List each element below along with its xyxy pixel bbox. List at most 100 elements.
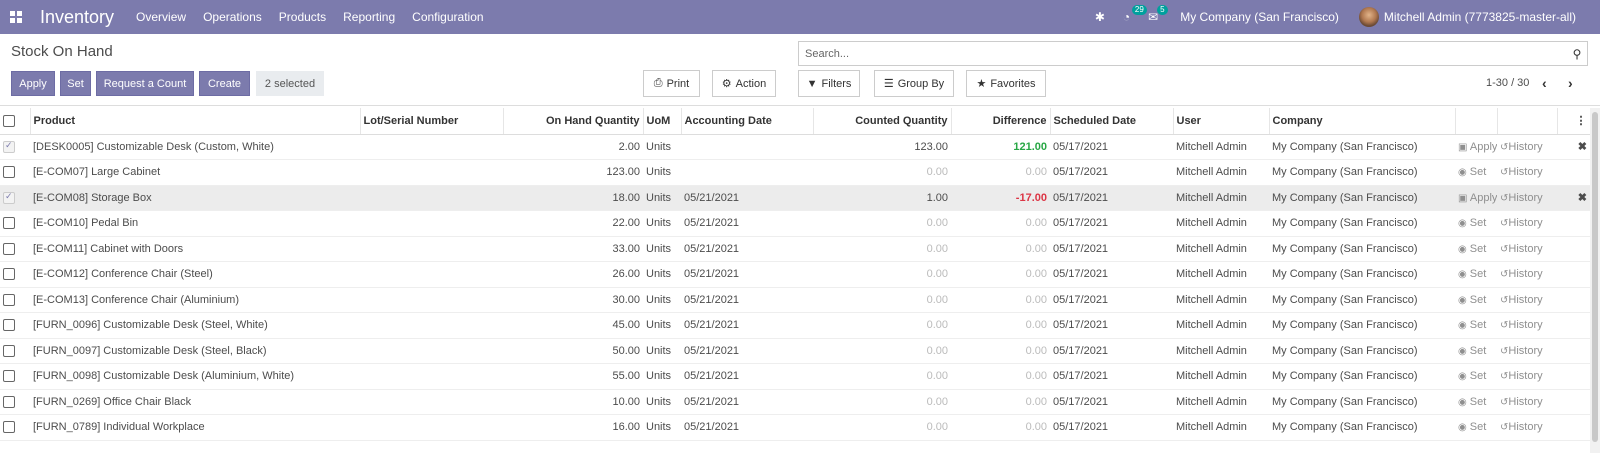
cell-product[interactable]: [FURN_0098] Customizable Desk (Aluminium… <box>30 363 360 390</box>
clear-count-icon[interactable]: ✖ <box>1577 141 1587 154</box>
cell-accounting-date[interactable]: 05/21/2021 <box>681 338 813 364</box>
cell-on-hand-qty[interactable]: 50.00 <box>503 338 643 364</box>
cell-accounting-date[interactable]: 05/21/2021 <box>681 312 813 339</box>
cell-accounting-date[interactable]: 05/21/2021 <box>681 185 813 211</box>
row-checkbox[interactable] <box>0 312 30 339</box>
cell-lot[interactable] <box>360 312 503 339</box>
cell-counted-qty[interactable]: 0.00 <box>813 159 951 186</box>
cell-scheduled-date[interactable]: 05/17/2021 <box>1050 338 1173 364</box>
cell-on-hand-qty[interactable]: 18.00 <box>503 185 643 211</box>
col-counted-qty[interactable]: Counted Quantity <box>813 108 952 135</box>
menu-configuration[interactable]: Configuration <box>412 10 484 24</box>
row-checkbox[interactable] <box>0 287 30 313</box>
row-action-button[interactable]: ▣ Apply <box>1455 185 1497 211</box>
search-icon[interactable]: ⚲ <box>1572 46 1582 61</box>
menu-products[interactable]: Products <box>278 10 327 24</box>
row-history-button[interactable]: ↺History <box>1497 185 1557 211</box>
cell-accounting-date[interactable]: 05/21/2021 <box>681 287 813 313</box>
cell-counted-qty[interactable]: 0.00 <box>813 287 951 313</box>
cell-company[interactable]: My Company (San Francisco) <box>1269 236 1455 262</box>
cell-user[interactable]: Mitchell Admin <box>1173 134 1269 160</box>
user-avatar[interactable] <box>1358 7 1379 27</box>
cell-user[interactable]: Mitchell Admin <box>1173 363 1269 390</box>
cell-company[interactable]: My Company (San Francisco) <box>1269 389 1455 415</box>
table-row[interactable]: [E-COM13] Conference Chair (Aluminium) 30… <box>0 287 1590 313</box>
cell-lot[interactable] <box>360 414 503 441</box>
cell-product[interactable]: [E-COM11] Cabinet with Doors <box>30 236 360 262</box>
cell-scheduled-date[interactable]: 05/17/2021 <box>1050 363 1173 390</box>
apps-menu-icon[interactable] <box>10 11 22 23</box>
search-input[interactable] <box>805 47 1567 60</box>
cell-user[interactable]: Mitchell Admin <box>1173 389 1269 415</box>
row-history-button[interactable]: ↺History <box>1497 389 1557 415</box>
row-action-button[interactable]: ◉ Set <box>1455 363 1497 390</box>
clear-count-icon[interactable]: ✖ <box>1577 192 1587 205</box>
messages-chat-icon[interactable]: ✉ 5 <box>1148 5 1168 24</box>
cell-on-hand-qty[interactable]: 55.00 <box>503 363 643 390</box>
row-checkbox[interactable] <box>0 159 30 186</box>
table-row[interactable]: [FURN_0097] Customizable Desk (Steel, Bl… <box>0 338 1590 364</box>
col-uom[interactable]: UoM <box>643 108 682 135</box>
cell-product[interactable]: [E-COM10] Pedal Bin <box>30 210 360 237</box>
cell-company[interactable]: My Company (San Francisco) <box>1269 414 1455 441</box>
cell-user[interactable]: Mitchell Admin <box>1173 159 1269 186</box>
cell-counted-qty[interactable]: 123.00 <box>813 134 951 160</box>
menu-operations[interactable]: Operations <box>203 10 262 24</box>
cell-company[interactable]: My Company (San Francisco) <box>1269 134 1455 160</box>
row-checkbox[interactable] <box>0 338 30 364</box>
cell-accounting-date[interactable]: 05/21/2021 <box>681 363 813 390</box>
cell-scheduled-date[interactable]: 05/17/2021 <box>1050 185 1173 211</box>
cell-user[interactable]: Mitchell Admin <box>1173 236 1269 262</box>
debug-bug-icon[interactable]: ✱ <box>1094 10 1105 24</box>
print-button[interactable]: ⎙ Print <box>643 70 700 97</box>
cell-on-hand-qty[interactable]: 22.00 <box>503 210 643 237</box>
cell-lot[interactable] <box>360 236 503 262</box>
cell-scheduled-date[interactable]: 05/17/2021 <box>1050 210 1173 237</box>
cell-lot[interactable] <box>360 363 503 390</box>
row-action-button[interactable]: ◉ Set <box>1455 159 1497 186</box>
cell-product[interactable]: [E-COM12] Conference Chair (Steel) <box>30 261 360 288</box>
table-row[interactable]: [FURN_0269] Office Chair Black 10.00 Units… <box>0 389 1590 415</box>
cell-accounting-date[interactable] <box>681 134 813 160</box>
cell-counted-qty[interactable]: 0.00 <box>813 261 951 288</box>
cell-lot[interactable] <box>360 134 503 160</box>
cell-product[interactable]: [E-COM07] Large Cabinet <box>30 159 360 186</box>
cell-counted-qty[interactable]: 1.00 <box>813 185 951 211</box>
cell-product[interactable]: [FURN_0097] Customizable Desk (Steel, Bl… <box>30 338 360 364</box>
table-row[interactable]: [FURN_0098] Customizable Desk (Aluminium… <box>0 363 1590 390</box>
cell-on-hand-qty[interactable]: 30.00 <box>503 287 643 313</box>
cell-company[interactable]: My Company (San Francisco) <box>1269 287 1455 313</box>
row-checkbox[interactable] <box>0 185 30 211</box>
cell-accounting-date[interactable]: 05/21/2021 <box>681 210 813 237</box>
cell-counted-qty[interactable]: 0.00 <box>813 210 951 237</box>
table-row[interactable]: [E-COM10] Pedal Bin 22.00 Units 05/21/2021 0… <box>0 210 1590 237</box>
action-button[interactable]: ⚙ Action <box>712 70 776 97</box>
cell-product[interactable]: [E-COM13] Conference Chair (Aluminium) <box>30 287 360 313</box>
cell-on-hand-qty[interactable]: 26.00 <box>503 261 643 288</box>
table-row[interactable]: [E-COM12] Conference Chair (Steel) 26.00 U… <box>0 261 1590 288</box>
cell-scheduled-date[interactable]: 05/17/2021 <box>1050 159 1173 186</box>
table-row[interactable]: [FURN_0789] Individual Workplace 16.00 Uni… <box>0 414 1590 441</box>
cell-lot[interactable] <box>360 185 503 211</box>
cell-user[interactable]: Mitchell Admin <box>1173 414 1269 441</box>
cell-counted-qty[interactable]: 0.00 <box>813 414 951 441</box>
optional-columns-icon[interactable]: ⋮ <box>1557 108 1591 135</box>
cell-user[interactable]: Mitchell Admin <box>1173 185 1269 211</box>
row-history-button[interactable]: ↺History <box>1497 312 1557 339</box>
row-clear-cell[interactable]: ✖ <box>1557 134 1590 160</box>
favorites-button[interactable]: ★ Favorites <box>966 70 1046 97</box>
cell-company[interactable]: My Company (San Francisco) <box>1269 159 1455 186</box>
cell-lot[interactable] <box>360 261 503 288</box>
row-action-button[interactable]: ◉ Set <box>1455 287 1497 313</box>
cell-company[interactable]: My Company (San Francisco) <box>1269 338 1455 364</box>
cell-accounting-date[interactable]: 05/21/2021 <box>681 261 813 288</box>
scrollbar[interactable] <box>1590 108 1600 453</box>
cell-user[interactable]: Mitchell Admin <box>1173 261 1269 288</box>
cell-lot[interactable] <box>360 159 503 186</box>
table-row[interactable]: [E-COM08] Storage Box 18.00Units05/21/202… <box>0 185 1590 211</box>
col-on-hand-qty[interactable]: On Hand Quantity <box>503 108 644 135</box>
apply-button[interactable]: Apply <box>11 71 55 96</box>
col-product[interactable]: Product <box>30 108 361 135</box>
col-accounting-date[interactable]: Accounting Date <box>681 108 814 135</box>
row-checkbox[interactable] <box>0 236 30 262</box>
